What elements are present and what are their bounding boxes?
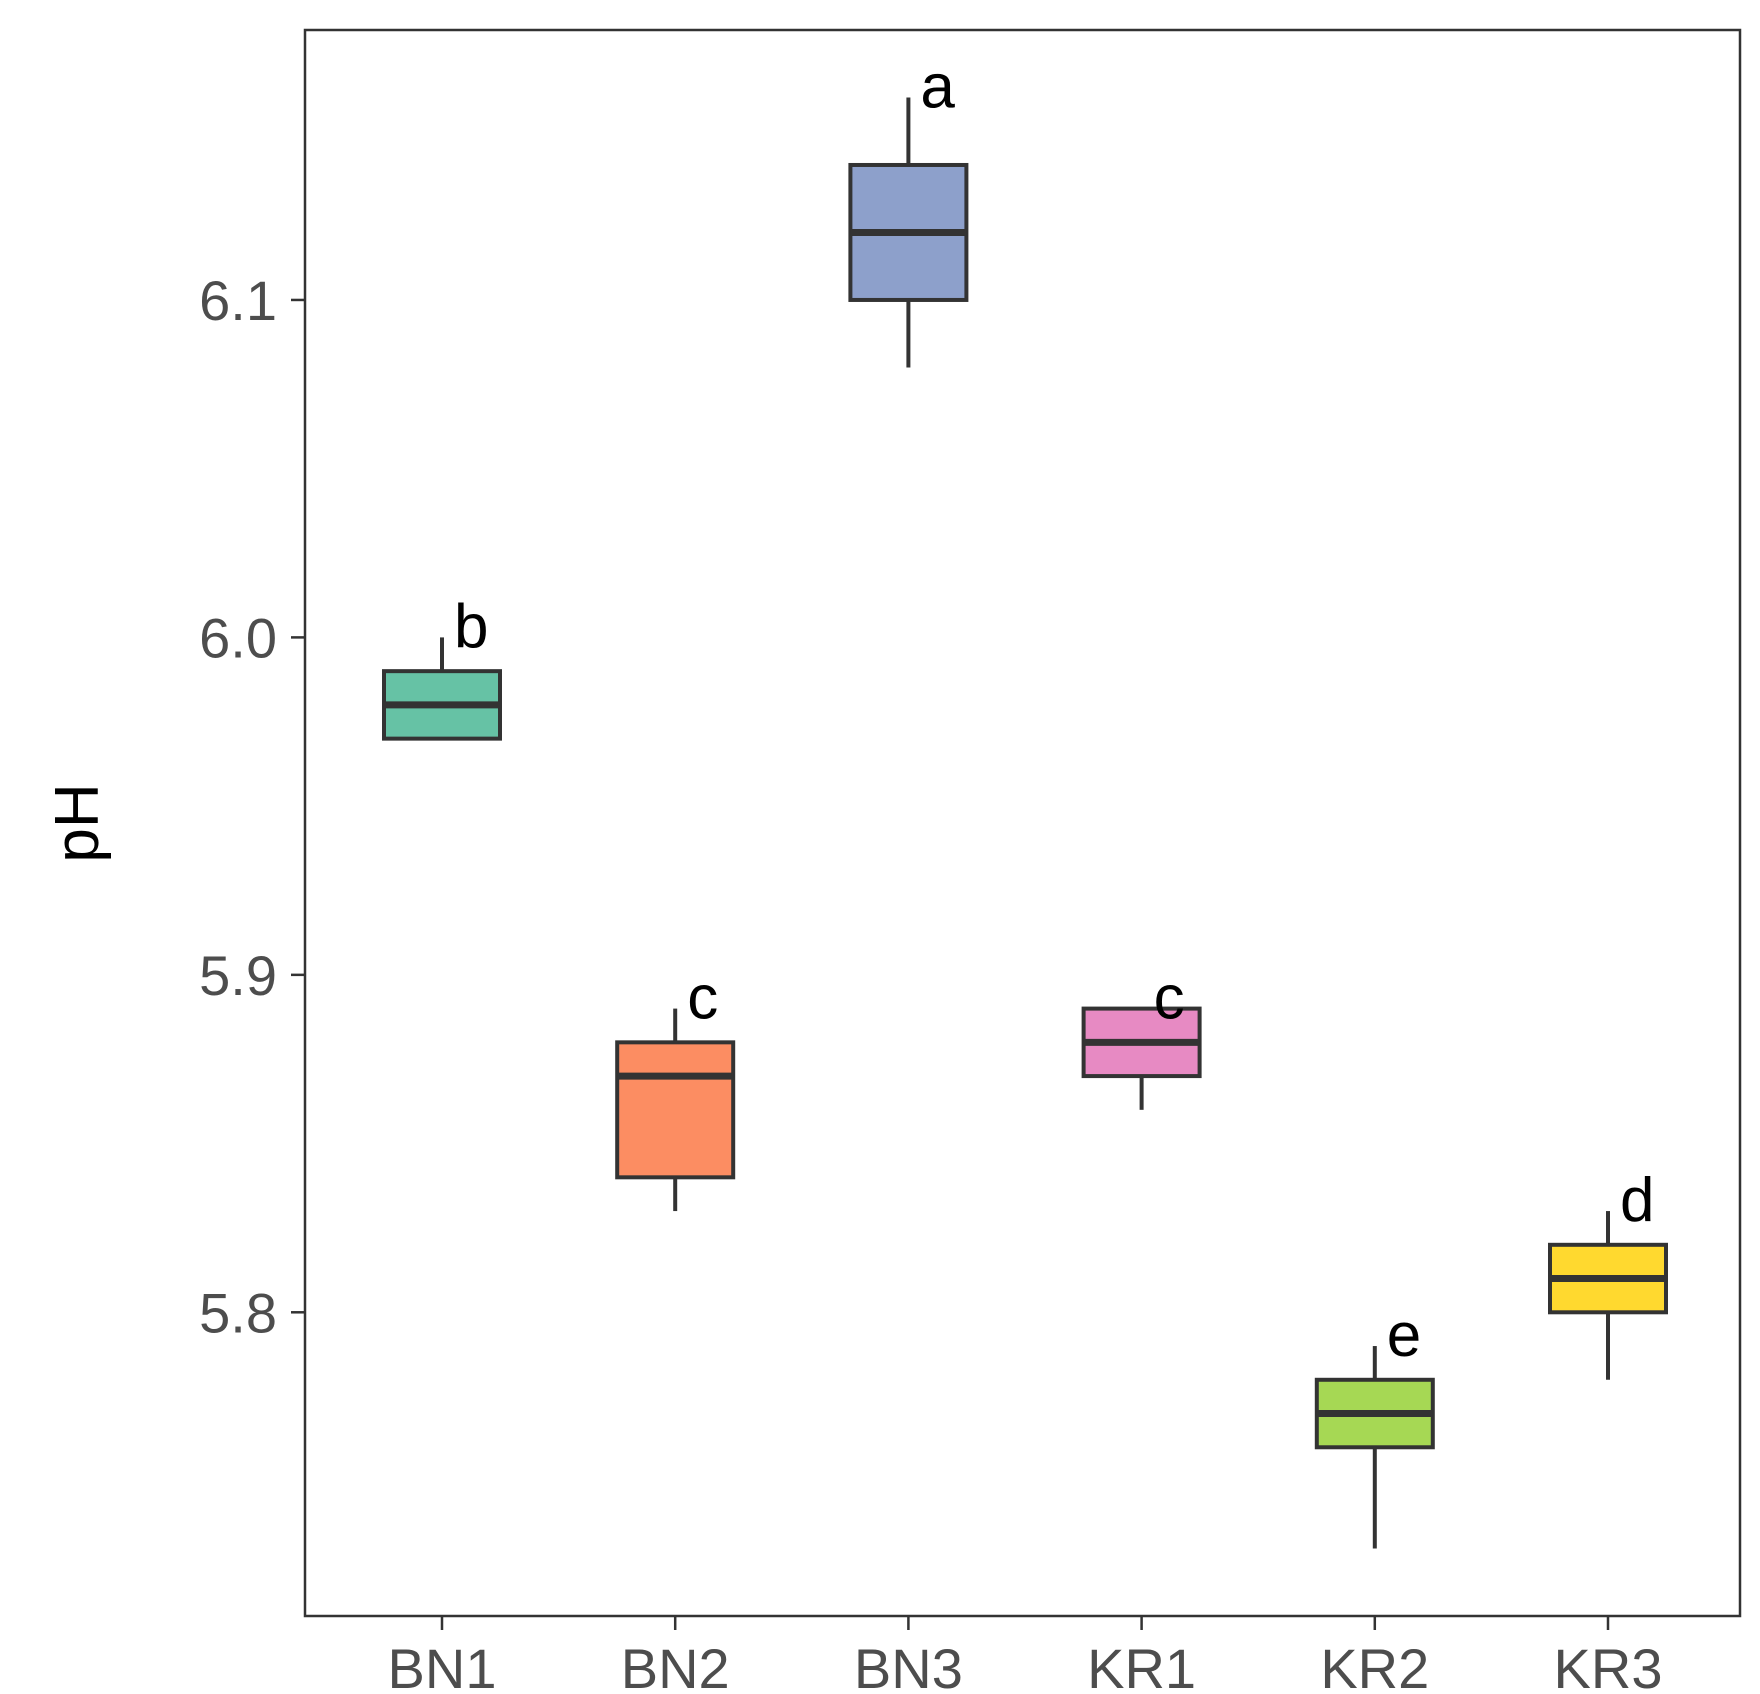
box-bn1 <box>382 637 502 741</box>
y-tick-label: 5.9 <box>199 944 277 1007</box>
box-body <box>615 1040 736 1180</box>
box-kr2 <box>1314 1346 1435 1549</box>
significance-letter: e <box>1387 1301 1421 1370</box>
box-bn2 <box>615 1008 736 1212</box>
significance-letter: d <box>1620 1166 1654 1235</box>
x-tick-label: KR2 <box>1320 1637 1429 1694</box>
significance-letter: b <box>454 592 488 661</box>
box-kr3 <box>1548 1211 1668 1380</box>
box-series <box>382 97 1668 1549</box>
significance-letter: c <box>687 964 718 1033</box>
x-axis: BN1 BN2 BN3 KR1 KR2 KR3 <box>388 1616 1663 1694</box>
x-tick-label: BN3 <box>854 1637 963 1694</box>
x-tick-label: KR1 <box>1087 1637 1196 1694</box>
box-kr1 <box>1081 1006 1202 1110</box>
x-tick-label: KR3 <box>1554 1637 1663 1694</box>
y-axis-title: pH <box>43 783 112 862</box>
y-tick-label: 5.8 <box>199 1281 277 1344</box>
y-axis: 5.8 5.9 6.0 6.1 <box>199 269 305 1344</box>
y-tick-label: 6.0 <box>199 606 277 669</box>
significance-letter: c <box>1154 964 1185 1033</box>
x-tick-label: BN1 <box>388 1637 497 1694</box>
y-tick-label: 6.1 <box>199 269 277 332</box>
box-bn3 <box>848 97 969 368</box>
plot-panel-border <box>303 28 1742 1618</box>
significance-letters: b c a c e d <box>454 52 1654 1370</box>
significance-letter: a <box>920 52 955 121</box>
x-tick-label: BN2 <box>621 1637 730 1694</box>
